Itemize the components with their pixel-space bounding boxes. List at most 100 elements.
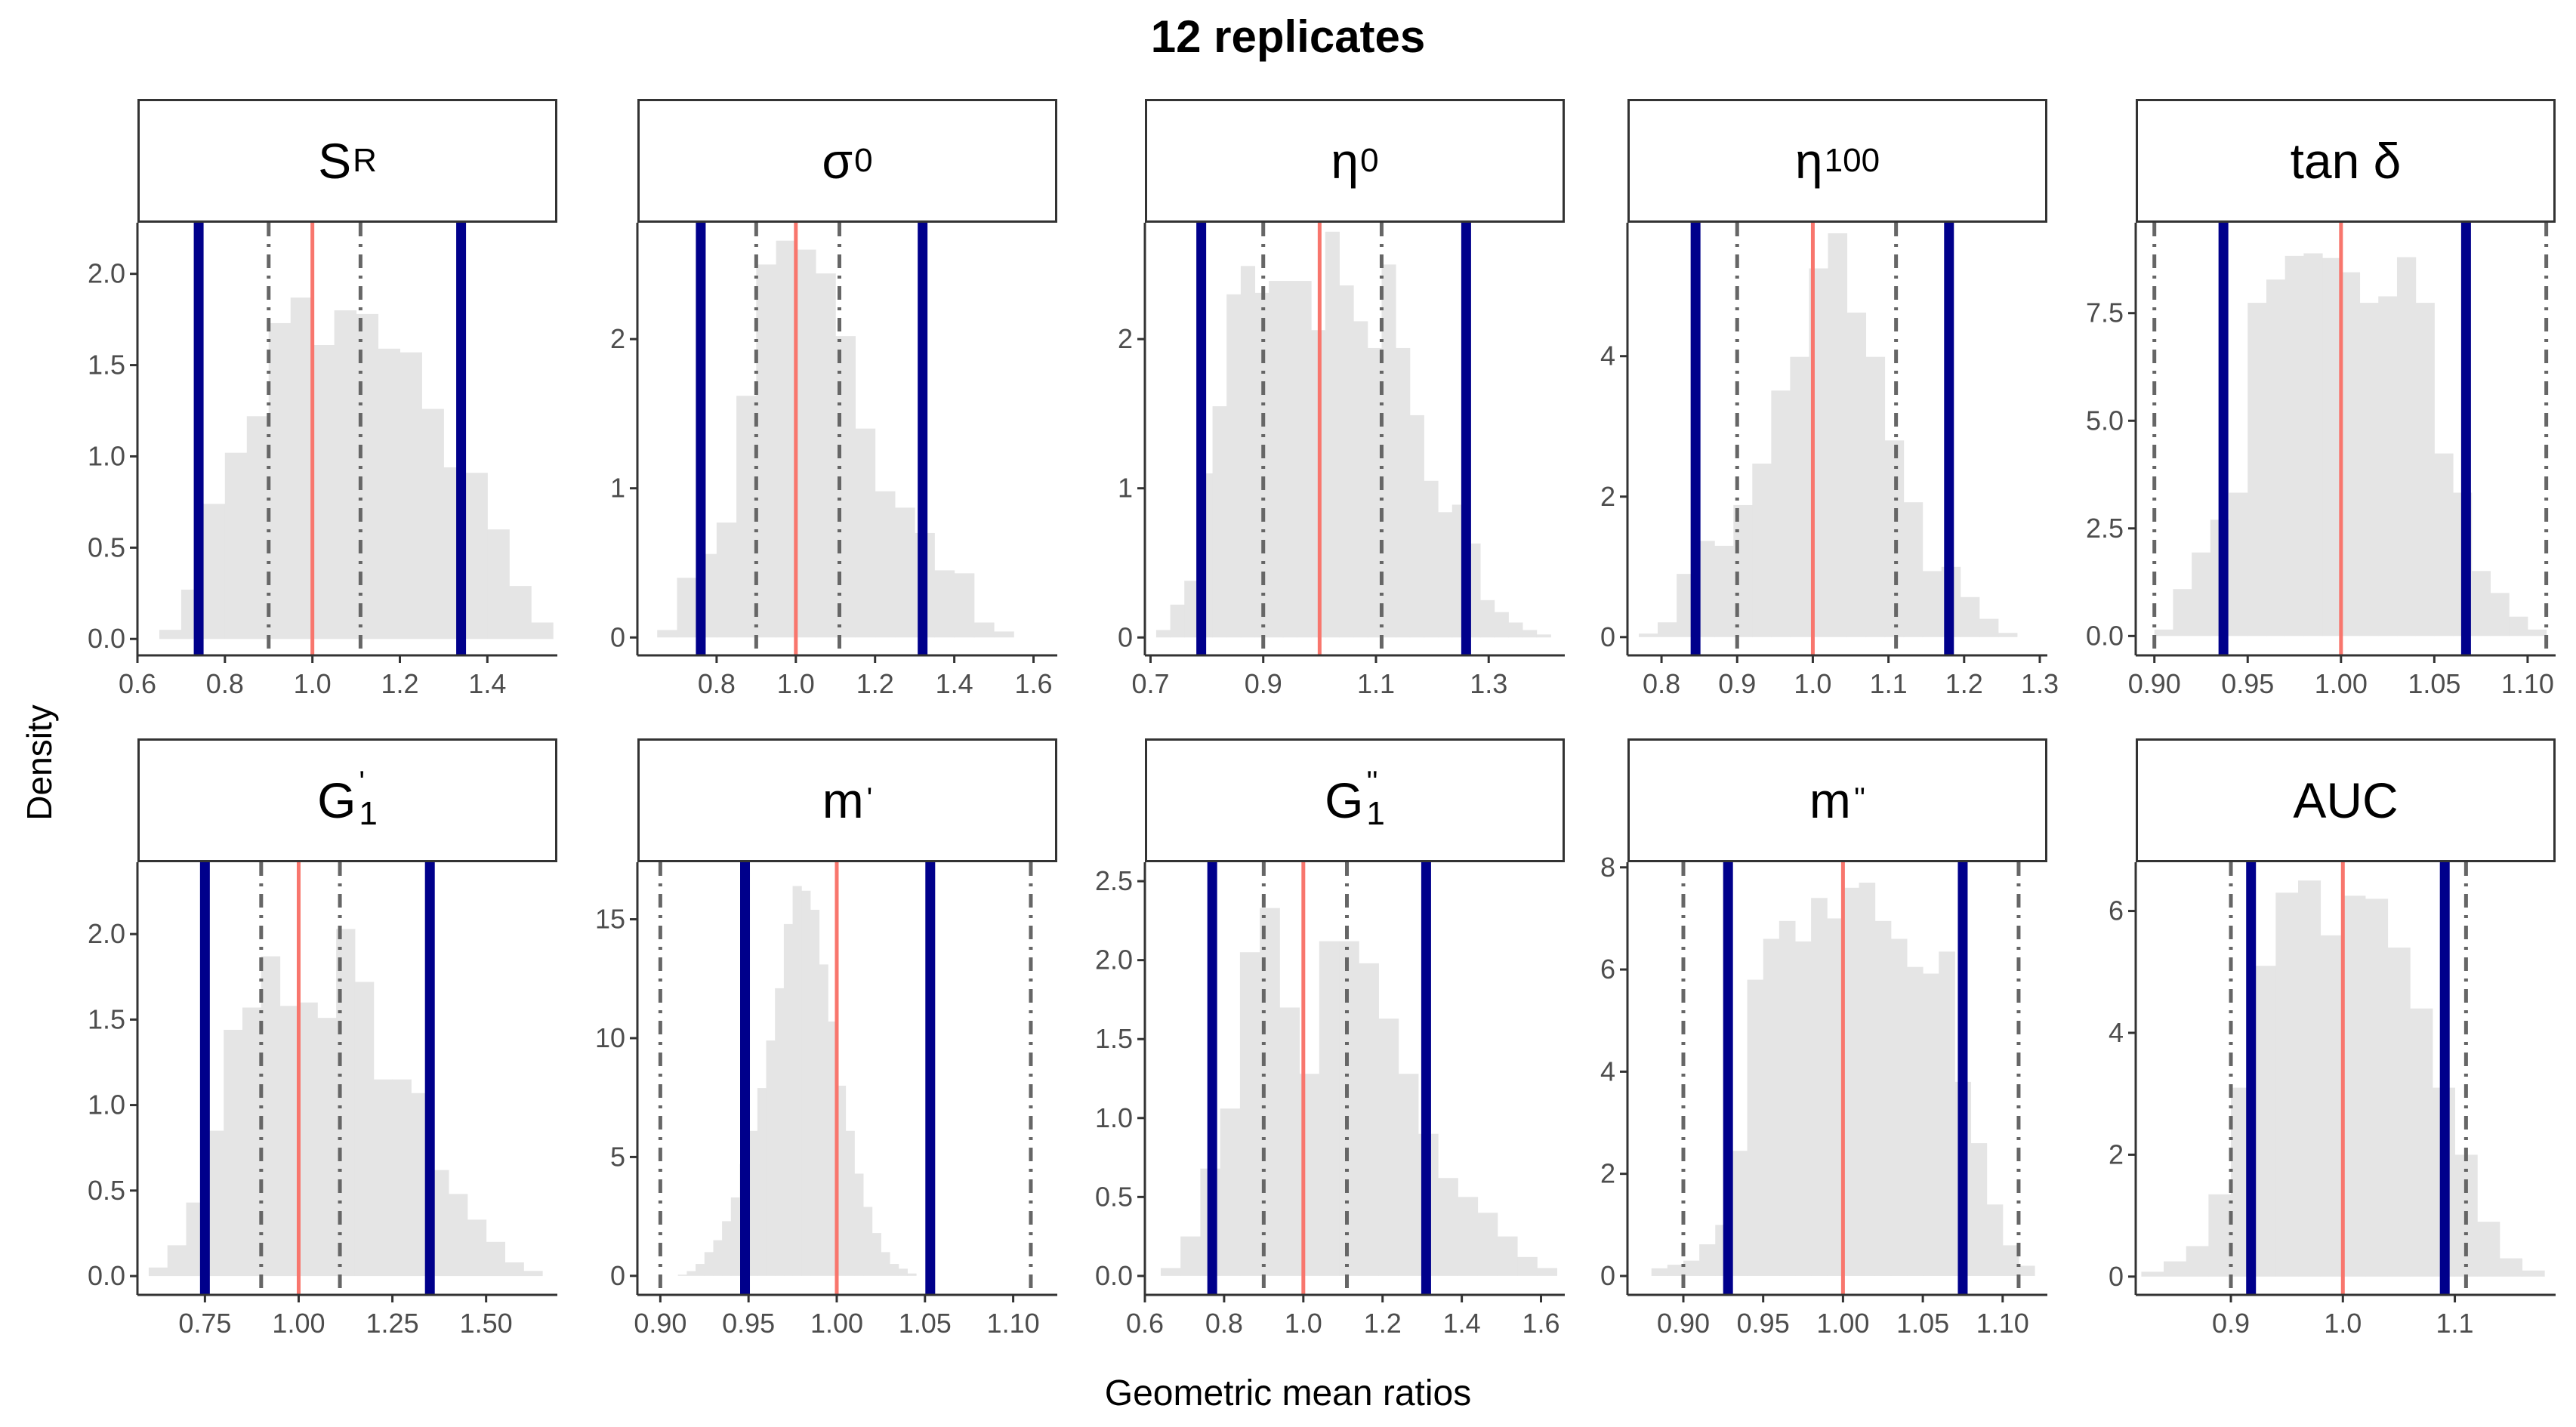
- y-tick-label: 2.0: [88, 258, 125, 289]
- histogram-bar: [268, 322, 292, 640]
- histogram-bar: [1319, 941, 1340, 1276]
- x-tick-label: 1.0: [1285, 1308, 1322, 1339]
- histogram-bar: [2208, 1194, 2232, 1277]
- histogram-bar: [2186, 1246, 2209, 1277]
- strip-label-main: AUC: [2293, 772, 2399, 828]
- x-tick-label: 0.95: [722, 1308, 775, 1339]
- histogram-bar: [2192, 552, 2211, 636]
- histogram-bar: [1184, 581, 1199, 638]
- histogram-bar: [1828, 233, 1848, 637]
- histogram-bar: [2434, 453, 2454, 636]
- histogram-bar: [1339, 285, 1354, 638]
- histogram-bar: [317, 1018, 337, 1277]
- histogram-bar: [776, 240, 797, 638]
- x-tick-label: 1.1: [1870, 668, 1908, 699]
- histogram-bar: [1859, 883, 1876, 1276]
- histogram-bar: [242, 1007, 262, 1277]
- x-tick-label: 1.25: [366, 1308, 419, 1339]
- histogram-bars: [2141, 880, 2545, 1277]
- histogram-bar: [1160, 1268, 1181, 1276]
- strip-label-sub: 0: [854, 142, 873, 179]
- x-tick-label: 1.00: [1816, 1308, 1869, 1339]
- y-tick-label: 5.0: [2086, 405, 2124, 436]
- y-tick-label: 2.5: [2086, 513, 2124, 544]
- strip-label-sub: 100: [1824, 142, 1880, 179]
- histogram-bar: [875, 491, 896, 638]
- histogram-bar: [2141, 1271, 2164, 1277]
- histogram-bar: [756, 264, 777, 638]
- histogram-bar: [1226, 294, 1242, 638]
- x-tick-label: 0.90: [634, 1308, 686, 1339]
- histogram-bar: [816, 273, 836, 638]
- histogram-bar: [775, 988, 785, 1276]
- strip-label: G ' 1: [137, 738, 557, 862]
- histogram-bar: [1494, 612, 1509, 638]
- strip-label-sub: 0: [1360, 142, 1379, 179]
- histogram-bar: [2410, 1008, 2433, 1277]
- strip-label-main: σ: [822, 133, 853, 189]
- histogram-bar: [1667, 1265, 1684, 1276]
- histogram-bar: [1180, 1236, 1201, 1276]
- plot-area: 0.0 0.5 1.0 1.5 2.0 0.6 0.8 1.0 1.2 1.4: [88, 223, 557, 699]
- strip-label: m ': [637, 738, 1057, 862]
- histogram-bar: [1923, 973, 1939, 1276]
- histogram-bar: [722, 1221, 732, 1276]
- histogram-bar: [810, 909, 820, 1276]
- histogram-bars: [1160, 908, 1558, 1276]
- x-tick-label: 1.4: [936, 668, 973, 699]
- histogram-bar: [1779, 920, 1796, 1276]
- histogram-bar: [1359, 963, 1379, 1276]
- strip-label-main: S: [318, 133, 352, 189]
- y-tick-label: 0: [1600, 621, 1615, 652]
- x-tick-label: 0.6: [1126, 1308, 1164, 1339]
- histogram-bar: [1890, 938, 1908, 1276]
- y-tick-label: 0.0: [2086, 620, 2124, 651]
- histogram-bar: [2164, 1261, 2187, 1277]
- panel-tan_delta: tan δ 0.0 2.5 5.0 7.5 0.90 0.95 1.00 1.05 1.10: [2086, 99, 2556, 716]
- y-tick-label: 2: [1600, 1158, 1615, 1189]
- plot-area: 0 2 4 6 0.9 1.0 1.1: [2109, 862, 2556, 1339]
- strip-label-sub: 1: [1366, 795, 1385, 832]
- histogram-bar: [1763, 938, 1780, 1276]
- histogram-bar: [148, 1267, 168, 1277]
- histogram-bar: [334, 310, 357, 640]
- histogram-bar: [1699, 1244, 1716, 1276]
- histogram-bar: [1794, 941, 1812, 1276]
- histogram-bar: [766, 1040, 776, 1276]
- histogram-bar: [1424, 480, 1439, 638]
- strip-label-main: η: [1331, 133, 1359, 189]
- x-tick-label: 1.2: [1945, 668, 1983, 699]
- y-tick-label: 10: [595, 1022, 625, 1053]
- y-tick-label: 1.5: [1095, 1023, 1133, 1054]
- y-tick-label: 2.0: [88, 918, 125, 949]
- y-tick-label: 0.5: [88, 532, 125, 562]
- histogram-bar: [1747, 979, 1764, 1276]
- histogram-bar: [2509, 616, 2528, 636]
- histogram-bar: [2396, 257, 2417, 636]
- histogram-bar: [801, 890, 811, 1276]
- histogram-bar: [1846, 313, 1867, 637]
- x-tick-label: 0.95: [1737, 1308, 1790, 1339]
- histogram-bar: [1790, 356, 1809, 637]
- plot-area: 0.0 0.5 1.0 1.5 2.0 0.75 1.00 1.25 1.50: [88, 862, 557, 1339]
- plot-area: 0 1 2 0.7 0.9 1.1 1.3: [1118, 223, 1565, 699]
- histogram-bar: [1865, 356, 1886, 637]
- histogram-bar: [792, 886, 802, 1276]
- histogram-bar: [736, 396, 757, 638]
- figure-title: 12 replicates: [1150, 11, 1426, 62]
- y-tick-label: 1.0: [88, 1090, 125, 1120]
- histogram-bar: [881, 1252, 890, 1276]
- histogram-bar: [298, 1002, 318, 1277]
- histogram-bar: [677, 1274, 687, 1276]
- histogram-bar: [973, 622, 995, 638]
- histogram-bar: [1922, 571, 1942, 637]
- histogram-bar: [2490, 593, 2510, 636]
- strip-label-main: η: [1794, 133, 1823, 189]
- histogram-bar: [290, 297, 313, 640]
- histogram-bar: [845, 1130, 855, 1276]
- x-tick-label: 1.00: [810, 1308, 863, 1339]
- histogram-bar: [1906, 966, 1924, 1276]
- x-tick-label: 0.75: [178, 1308, 231, 1339]
- histogram-bar: [2387, 947, 2411, 1277]
- histogram-bar: [167, 1245, 187, 1277]
